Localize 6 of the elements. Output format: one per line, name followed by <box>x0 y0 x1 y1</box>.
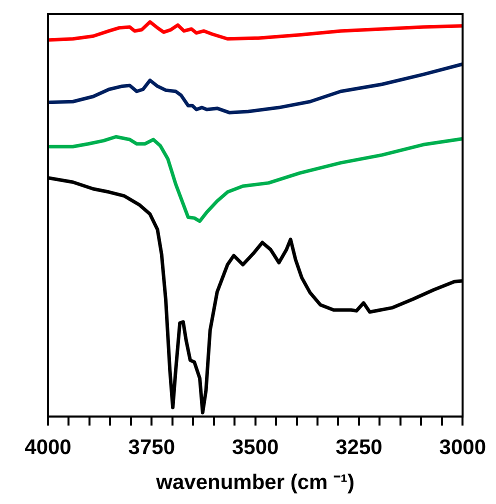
x-tick-label: 3750 <box>128 436 176 459</box>
x-tick-label: 3250 <box>336 436 382 459</box>
x-tick-label: 3500 <box>232 436 279 459</box>
x-axis-title: wavenumber (cm ⁻¹) <box>155 471 355 494</box>
x-tick-label: 3000 <box>439 436 486 459</box>
x-tick-label: 4000 <box>24 436 72 459</box>
